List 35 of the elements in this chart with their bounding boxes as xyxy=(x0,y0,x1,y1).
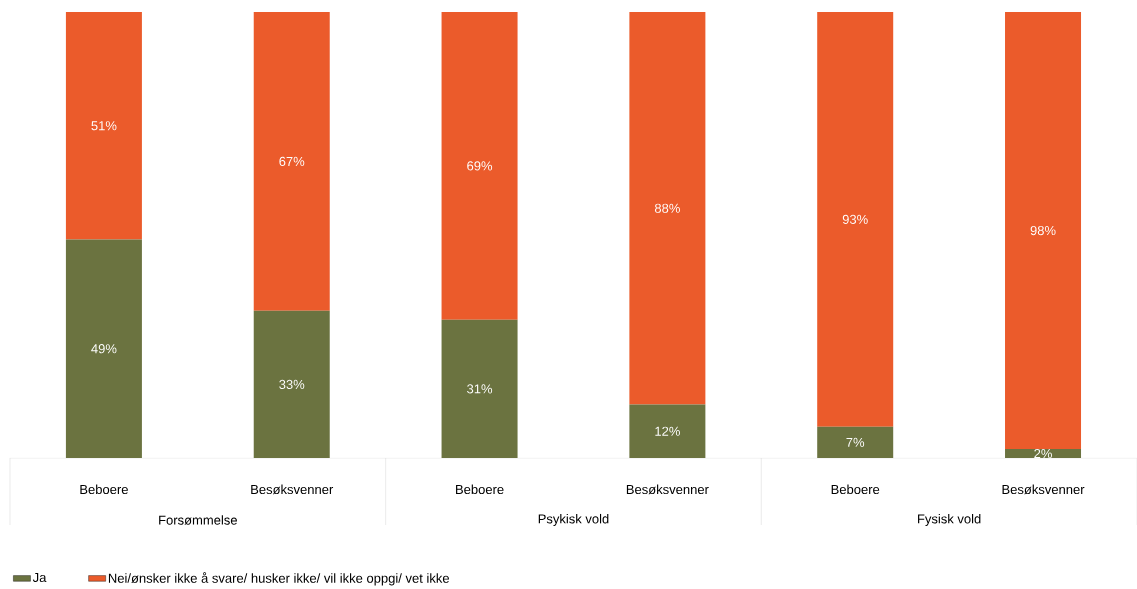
text: Forsømmelse xyxy=(159,515,237,525)
bar xyxy=(1005,449,1082,458)
x-tick-label: Beboere xyxy=(80,484,128,495)
bar xyxy=(65,11,142,240)
data-label: 31% xyxy=(467,384,493,394)
bar xyxy=(1005,11,1082,450)
bar xyxy=(441,319,518,458)
data-label: 49% xyxy=(91,344,117,354)
data-label: 93% xyxy=(842,214,868,224)
bar xyxy=(253,11,330,311)
legend-label: Ja xyxy=(32,572,47,583)
data-label: 2% xyxy=(1034,448,1052,459)
bar xyxy=(65,239,142,458)
bar xyxy=(817,426,894,458)
bar xyxy=(441,11,518,320)
x-tick-label: Besøksvenner xyxy=(626,484,709,495)
legend-label: Nei/ønsker ikke å svare/ husker ikke/ vil ikke oppgi/ vet ikke xyxy=(108,572,449,586)
x-tick-label: Besøksvenner xyxy=(1002,484,1085,495)
x-tick-label: Beboere xyxy=(831,484,880,495)
data-label: 98% xyxy=(1030,225,1056,236)
data-label: 69% xyxy=(467,161,493,171)
text: Fysisk vold xyxy=(918,513,981,527)
data-label: 67% xyxy=(279,156,305,167)
data-label: 12% xyxy=(655,426,680,436)
x-tick-label: Beboere xyxy=(456,484,504,495)
bar xyxy=(629,404,706,458)
bar xyxy=(817,11,894,427)
data-label: 51% xyxy=(91,121,117,131)
data-label: 7% xyxy=(846,437,865,447)
bar xyxy=(253,310,330,458)
x-tick-label: Besøksvenner xyxy=(251,484,334,495)
bar xyxy=(629,11,706,405)
text: Psykisk vold xyxy=(538,513,609,527)
data-label: 88% xyxy=(654,203,680,213)
data-label: 33% xyxy=(279,379,305,390)
